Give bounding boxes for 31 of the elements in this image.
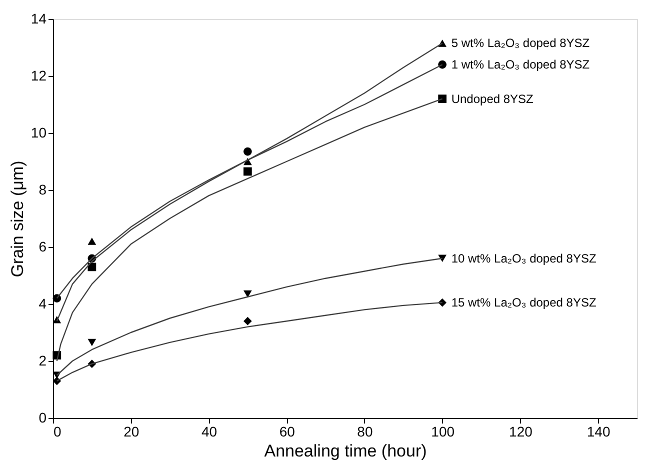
x-tick-label: 60	[279, 424, 296, 440]
point	[243, 167, 252, 176]
y-axis-title: Grain size (μm)	[8, 160, 27, 278]
x-tick-label: 120	[509, 424, 533, 440]
series-label: 15 wt% La₂O₃ doped 8YSZ	[451, 296, 596, 310]
x-tick-label: 0	[54, 424, 62, 440]
point	[438, 94, 447, 103]
point	[243, 316, 252, 326]
point	[88, 238, 96, 245]
point	[52, 294, 62, 302]
x-axis-title: Annealing time (hour)	[264, 442, 427, 460]
y-tick-label: 4	[38, 296, 47, 312]
y-tick-label: 2	[38, 352, 47, 368]
series-label: 1 wt% La₂O₃ doped 8YSZ	[451, 58, 590, 72]
series-label: 10 wt% La₂O₃ doped 8YSZ	[451, 251, 596, 266]
y-tick-label: 0	[38, 410, 47, 426]
series-label: Undoped 8YSZ	[451, 92, 534, 106]
point	[243, 147, 252, 156]
point	[88, 338, 96, 346]
point	[243, 290, 252, 298]
y-tick-label: 14	[30, 10, 47, 26]
y-tick-label: 8	[38, 182, 47, 198]
y-tick-label: 10	[30, 124, 47, 140]
series-label: 5 wt% La₂O₃ doped 8YSZ	[451, 36, 590, 50]
x-tick-label: 140	[586, 424, 610, 440]
x-tick-label: 20	[124, 424, 140, 440]
x-tick-label: 100	[431, 424, 455, 440]
y-tick-label: 6	[38, 238, 47, 254]
x-tick-label: 80	[357, 424, 373, 440]
x-tick-label: 40	[201, 424, 218, 440]
y-tick-label: 12	[30, 68, 47, 84]
